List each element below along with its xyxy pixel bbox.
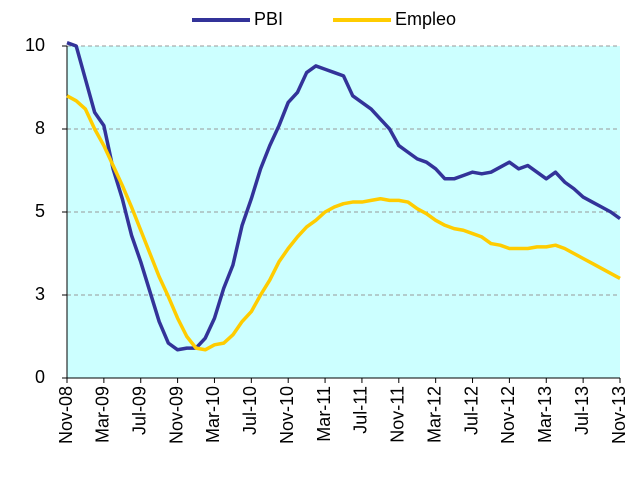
x-tick-label: Mar-10 bbox=[203, 386, 223, 443]
x-tick-label: Jul-10 bbox=[240, 386, 260, 435]
x-tick-label: Nov-10 bbox=[277, 386, 297, 444]
x-tick-label: Jul-09 bbox=[129, 386, 149, 435]
x-tick-label: Mar-09 bbox=[93, 386, 113, 443]
x-tick-label: Mar-13 bbox=[535, 386, 555, 443]
x-tick-label: Nov-11 bbox=[388, 386, 408, 443]
x-tick-label: Jul-13 bbox=[572, 386, 592, 435]
x-tick-label: Nov-12 bbox=[498, 386, 518, 444]
x-tick-label: Nov-08 bbox=[56, 386, 76, 444]
x-tick-label: Mar-12 bbox=[424, 386, 444, 443]
y-tick-label: 8 bbox=[35, 118, 45, 138]
x-tick-label: Jul-12 bbox=[461, 386, 481, 435]
y-tick-label: 5 bbox=[35, 201, 45, 221]
y-tick-label: 0 bbox=[35, 367, 45, 387]
x-tick-label: Nov-09 bbox=[166, 386, 186, 444]
x-tick-label: Nov-13 bbox=[609, 386, 629, 444]
series-line bbox=[66, 94, 621, 352]
y-tick-label: 10 bbox=[25, 35, 45, 55]
series-line bbox=[66, 41, 622, 352]
x-tick-label: Jul-11 bbox=[351, 386, 371, 434]
x-tick-label: Mar-11 bbox=[314, 386, 334, 442]
legend-label: Empleo bbox=[395, 9, 456, 29]
legend-label: PBI bbox=[254, 9, 283, 29]
y-tick-label: 3 bbox=[35, 284, 45, 304]
